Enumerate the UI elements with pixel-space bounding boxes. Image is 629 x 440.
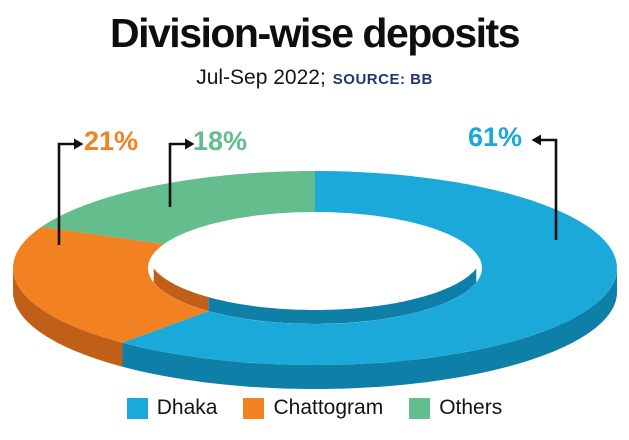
donut-slice-others <box>41 171 315 245</box>
donut-inner-wall-dhaka <box>208 268 477 324</box>
callout-arrow-others <box>168 142 185 207</box>
callout-arrow-chattogram-head <box>74 138 84 150</box>
legend: Dhaka Chattogram Others <box>0 396 629 420</box>
legend-label-dhaka: Dhaka <box>156 396 218 419</box>
callout-arrow-others-head <box>185 138 195 150</box>
legend-item-chattogram: Chattogram <box>243 396 383 420</box>
callout-arrow-dhaka-head <box>531 134 541 146</box>
chart-title: Division-wise deposits <box>110 10 521 56</box>
legend-label-others: Others <box>439 396 503 419</box>
subtitle-period: Jul-Sep 2022; <box>196 66 326 89</box>
legend-swatch-chattogram <box>243 397 265 419</box>
callout-arrow-chattogram <box>57 142 74 245</box>
legend-label-chattogram: Chattogram <box>273 396 384 419</box>
subtitle-source: SOURCE: BB <box>332 71 433 88</box>
donut-side-dhaka <box>122 268 617 389</box>
donut-side-chattogram <box>13 268 123 367</box>
callout-label-dhaka: 61% <box>468 122 523 152</box>
legend-swatch-dhaka <box>126 397 148 419</box>
chart-subtitle: Jul-Sep 2022; SOURCE: BB <box>0 66 629 90</box>
legend-swatch-others <box>409 397 431 419</box>
donut-inner-wall-chattogram <box>153 268 209 312</box>
callout-label-others: 18% <box>193 126 248 156</box>
donut-slice-chattogram <box>13 226 209 343</box>
legend-item-others: Others <box>409 396 502 420</box>
donut-slice-dhaka <box>122 171 617 365</box>
legend-item-dhaka: Dhaka <box>126 396 218 420</box>
callout-label-chattogram: 21% <box>84 126 139 156</box>
callout-arrow-dhaka <box>541 138 558 240</box>
